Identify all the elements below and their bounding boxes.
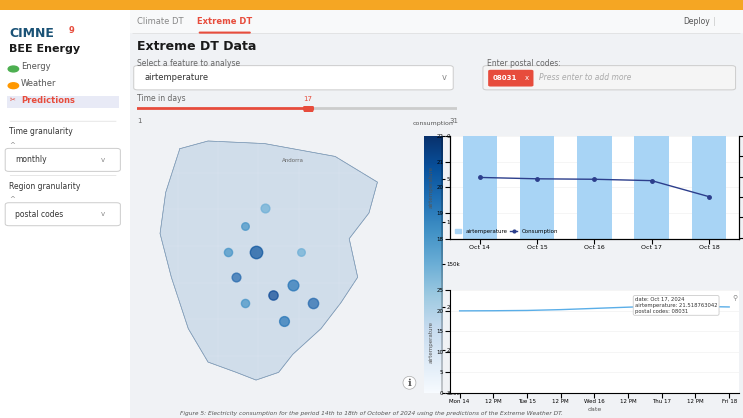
Point: [250, 248, 262, 255]
Point: [230, 274, 242, 280]
Point: [279, 318, 291, 324]
Text: postal codes: postal codes: [15, 209, 63, 219]
Text: 08031: 08031: [493, 75, 517, 81]
Text: Time granularity: Time granularity: [9, 127, 73, 137]
Y-axis label: airtemperature: airtemperature: [429, 166, 433, 208]
Text: Enter postal codes:: Enter postal codes:: [487, 59, 560, 68]
Bar: [577, 0, 611, 239]
Text: ⚲: ⚲: [732, 296, 737, 301]
Text: Time in days: Time in days: [137, 94, 186, 103]
Text: consumption: consumption: [412, 120, 453, 125]
Text: ^: ^: [9, 142, 15, 148]
Point: [239, 222, 250, 229]
Polygon shape: [160, 141, 377, 380]
Text: v: v: [442, 73, 447, 82]
Text: date: Oct 17, 2024
airtemperature: 21.518763042
postal codes: 08031: date: Oct 17, 2024 airtemperature: 21.51…: [635, 297, 718, 314]
Point: [259, 204, 270, 211]
Text: airtemperature: airtemperature: [145, 73, 209, 82]
Text: v: v: [100, 157, 105, 163]
Legend: airtemperature, Consumption: airtemperature, Consumption: [452, 227, 560, 236]
Text: Press enter to add more: Press enter to add more: [539, 73, 631, 82]
Text: ℹ: ℹ: [408, 378, 412, 388]
Text: Deploy: Deploy: [684, 17, 710, 26]
Point: [222, 248, 234, 255]
Text: 9: 9: [68, 26, 74, 35]
Point: [295, 248, 307, 255]
Text: ^: ^: [9, 196, 15, 202]
Text: Extreme DT Data: Extreme DT Data: [137, 40, 257, 53]
Text: Climate DT: Climate DT: [137, 17, 184, 26]
Text: 1: 1: [137, 118, 142, 124]
Text: Region granularity: Region granularity: [9, 182, 80, 191]
Text: Andorra: Andorra: [282, 158, 304, 163]
Bar: [635, 0, 669, 239]
Text: Select a feature to analyse: Select a feature to analyse: [137, 59, 241, 68]
Point: [239, 300, 250, 306]
Text: Predictions: Predictions: [21, 96, 75, 105]
Bar: [520, 0, 554, 239]
Point: [307, 300, 319, 306]
Text: Extreme DT: Extreme DT: [197, 17, 252, 26]
Text: CIMNE: CIMNE: [9, 27, 53, 40]
Text: ✂: ✂: [10, 97, 16, 103]
Text: |: |: [713, 17, 716, 26]
Text: 31: 31: [450, 118, 458, 124]
Bar: [463, 0, 497, 239]
Text: monthly: monthly: [15, 155, 47, 164]
Text: BEE Energy: BEE Energy: [9, 44, 80, 54]
Y-axis label: airtemperature: airtemperature: [429, 321, 433, 362]
Text: 17: 17: [303, 96, 312, 102]
Text: Energy: Energy: [21, 62, 51, 71]
Point: [287, 282, 299, 288]
Bar: [692, 0, 726, 239]
Text: v: v: [100, 211, 105, 217]
X-axis label: date: date: [587, 407, 602, 412]
Text: Figure 5: Electricity consumption for the period 14th to 18th of October of 2024: Figure 5: Electricity consumption for th…: [180, 411, 563, 416]
Text: Weather: Weather: [21, 79, 56, 88]
Point: [267, 292, 279, 298]
Text: x: x: [525, 75, 529, 81]
